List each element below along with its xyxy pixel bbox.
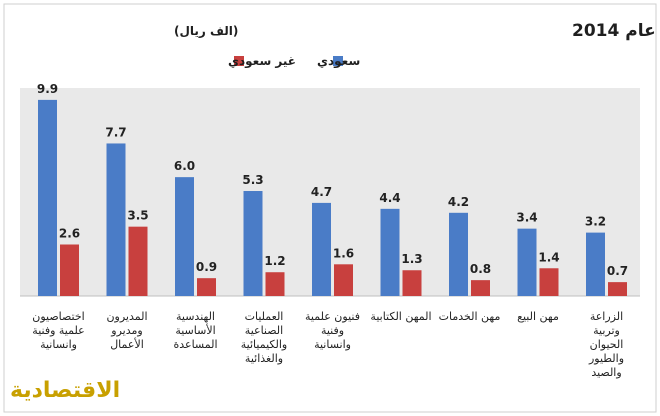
legend: سعودي غير سعودي	[228, 54, 360, 69]
publisher-logo: الاقتصادية	[10, 378, 121, 403]
category-label-1-line-0: المديرون	[106, 310, 147, 323]
category-label-5-line-0: المهن الكتابية	[370, 310, 431, 323]
value-label-non-saudi-4: 1.6	[333, 246, 354, 260]
value-label-saudi-6: 4.2	[448, 195, 469, 209]
category-label-8-line-4: والصيد	[591, 366, 621, 379]
value-label-saudi-4: 4.7	[311, 185, 332, 199]
value-label-non-saudi-7: 1.4	[538, 250, 559, 264]
category-label-3-line-0: العمليات	[245, 310, 284, 323]
bar-saudi-2	[175, 177, 194, 296]
category-label-4-line-2: وانسانية	[314, 338, 351, 351]
bars-group: 9.9 2.6 7.7 3.5 6.0 0.9 5.3 1.2 4.7 1.6 4.4 1.3 4.2 0…	[37, 82, 628, 296]
bar-non-saudi-7	[539, 268, 559, 296]
value-label-saudi-5: 4.4	[379, 191, 400, 205]
bar-non-saudi-3	[265, 272, 285, 296]
bar-saudi-1	[106, 143, 126, 296]
legend-label-non-saudi: غير سعودي	[228, 54, 296, 69]
category-label-3-line-3: والغذائية	[245, 352, 283, 365]
value-label-saudi-8: 3.2	[585, 215, 606, 229]
category-label-0-line-2: وانسانية	[40, 338, 77, 351]
category-label-4-line-0: فنيون علمية	[305, 310, 360, 323]
bar-non-saudi-8	[608, 282, 627, 296]
legend-swatch-non-saudi	[234, 56, 244, 66]
bar-saudi-8	[586, 232, 605, 296]
chart-title: متوسط الرواتب في القطاع الخاص السعودي عا…	[572, 21, 660, 41]
category-label-2-line-0: الهندسية	[176, 310, 215, 323]
category-label-3-line-2: والكيميائية	[241, 338, 287, 351]
value-label-saudi-0: 9.9	[37, 82, 58, 96]
value-label-non-saudi-5: 1.3	[401, 252, 422, 266]
category-label-4-line-1: وفنية	[321, 324, 344, 337]
category-label-8-line-2: الحيوان	[590, 338, 624, 351]
bar-saudi-4	[312, 202, 331, 296]
value-label-non-saudi-8: 0.7	[607, 264, 628, 278]
category-label-1-line-2: الأعمال	[110, 337, 144, 351]
bar-saudi-6	[449, 212, 468, 296]
category-label-8-line-1: وتربية	[593, 324, 620, 337]
category-label-2-line-2: المساعدة	[173, 338, 217, 351]
bar-saudi-7	[517, 228, 537, 296]
value-label-saudi-2: 6.0	[174, 159, 195, 173]
category-label-3-line-1: الصناعية	[245, 324, 283, 337]
bar-non-saudi-4	[334, 264, 353, 296]
category-label-8-line-0: الزراعة	[590, 310, 623, 323]
category-label-0-line-1: علمية وفنية	[32, 324, 84, 337]
category-label-6-line-0: مهن الخدمات	[439, 310, 501, 323]
category-label-2-line-1: الأساسية	[175, 323, 215, 337]
value-label-saudi-1: 7.7	[105, 125, 126, 139]
value-label-non-saudi-1: 3.5	[127, 209, 148, 223]
bar-saudi-5	[380, 208, 400, 296]
value-label-saudi-7: 3.4	[516, 211, 537, 225]
bar-non-saudi-0	[60, 244, 79, 296]
bar-non-saudi-2	[197, 278, 216, 296]
value-label-non-saudi-3: 1.2	[264, 254, 285, 268]
category-label-1-line-1: ومديرو	[110, 324, 142, 337]
legend-swatch-saudi	[333, 56, 343, 66]
legend-label-saudi: سعودي	[317, 54, 360, 69]
bar-saudi-0	[38, 99, 57, 296]
category-label-7-line-0: مهن البيع	[517, 310, 559, 323]
chart-subtitle: (الف ريال)	[174, 24, 238, 38]
bar-non-saudi-1	[128, 226, 148, 296]
category-label-8-line-3: والطيور	[588, 352, 624, 365]
bar-non-saudi-5	[402, 270, 422, 296]
category-label-0-line-0: اختصاصيون	[32, 310, 85, 323]
value-label-non-saudi-0: 2.6	[59, 226, 80, 240]
bar-non-saudi-6	[471, 280, 490, 296]
value-label-saudi-3: 5.3	[242, 173, 263, 187]
value-label-non-saudi-6: 0.8	[470, 262, 491, 276]
value-label-non-saudi-2: 0.9	[196, 260, 217, 274]
bar-saudi-3	[243, 191, 263, 296]
